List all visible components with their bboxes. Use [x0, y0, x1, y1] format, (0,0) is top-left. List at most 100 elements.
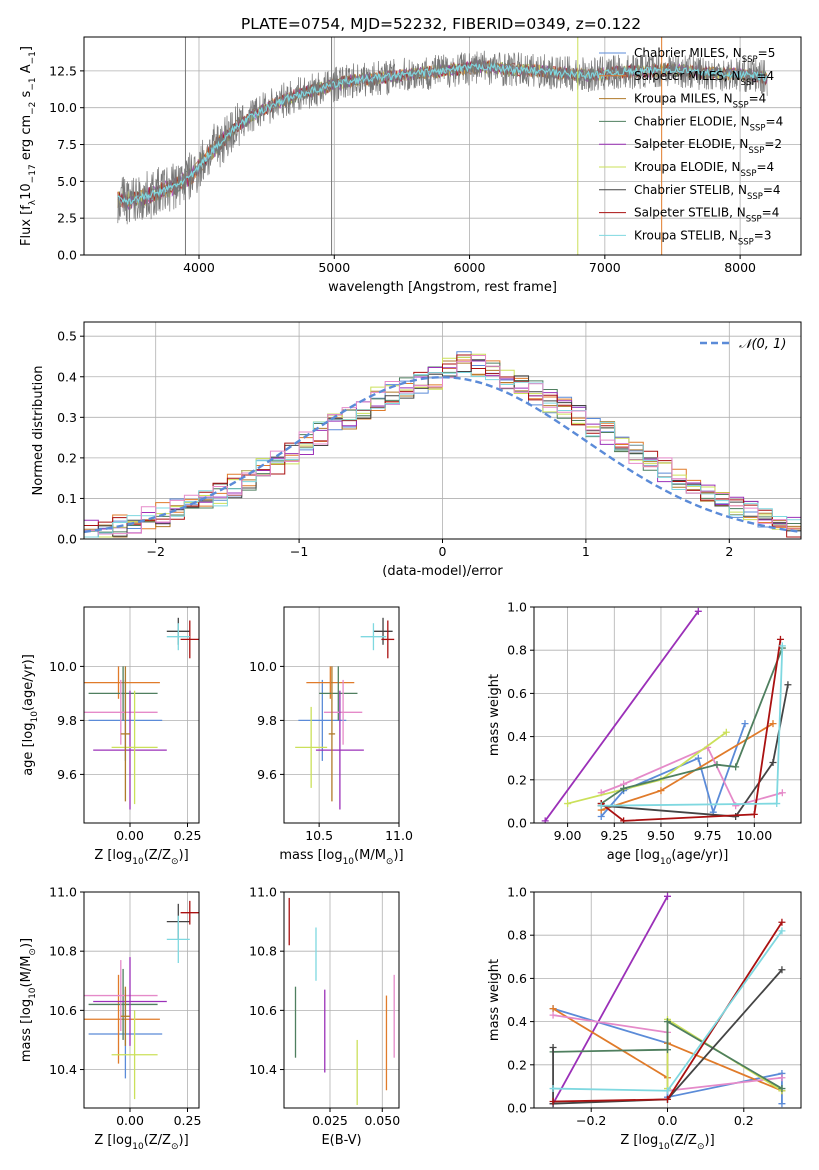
- spectrum-legend: Chabrier MILES, NSSP=5 Salpeter MILES, NS…: [599, 46, 783, 247]
- residual-panel-plot: [84, 351, 801, 539]
- x-tick-label: 0.25: [174, 828, 202, 843]
- y-tick-label: 10.8: [49, 944, 77, 959]
- series-marker: [778, 927, 786, 935]
- y-tick-label: 12.5: [49, 63, 77, 78]
- x-tick-label: 0.025: [312, 1113, 348, 1128]
- best-model-spectrum: [117, 62, 768, 206]
- legend-label: Kroupa MILES, NSSP=4: [634, 92, 766, 111]
- y-axis-label: age [log10(age/yr)]: [21, 654, 40, 776]
- series-marker: [769, 759, 777, 767]
- normal-curve: [84, 375, 801, 534]
- mass-vs-ebv-panel: 0.025 0.050 10.4 10.6 10.8 11.0 E(B-V): [249, 885, 400, 1149]
- y-tick-label: 10.6: [249, 1003, 277, 1018]
- y-tick-label: 5.0: [57, 174, 77, 189]
- x-tick-label: 2: [725, 544, 733, 559]
- series-line: [552, 969, 783, 1105]
- y-tick-label: 10.8: [249, 944, 277, 959]
- legend-label: Kroupa ELODIE, NSSP=4: [634, 160, 774, 179]
- series-marker: [778, 918, 786, 926]
- y-tick-label: 0.1: [57, 491, 77, 506]
- axes-frame: [83, 606, 200, 824]
- x-tick-label: 0.00: [116, 828, 144, 843]
- mass-vs-ebv-panel-plot: [288, 897, 395, 1106]
- series-marker: [778, 1085, 786, 1093]
- series-line: [600, 647, 784, 805]
- axes-frame: [83, 891, 200, 1109]
- weight-vs-z-panel-plot: [549, 892, 786, 1108]
- series-marker: [732, 813, 740, 821]
- series-marker: [657, 787, 665, 795]
- series-marker: [664, 1046, 671, 1054]
- x-tick-label: 9.75: [694, 828, 722, 843]
- y-tick-label: 0.8: [507, 643, 527, 658]
- series-marker: [549, 1005, 557, 1013]
- age-vs-z-panel: 0.00 0.25 9.6 9.8 10.0 Z [log10(Z/Z⊙)] age [lo…: [21, 606, 202, 867]
- series-marker: [541, 817, 549, 823]
- x-axis-label: Z [log10(Z/Z⊙)]: [94, 848, 188, 867]
- y-tick-label: 2.5: [57, 211, 77, 226]
- y-tick-label: 0.5: [57, 329, 77, 344]
- legend-label: Chabrier ELODIE, NSSP=4: [634, 114, 783, 133]
- x-tick-label: 1: [582, 544, 590, 559]
- series-marker: [778, 1100, 786, 1108]
- y-tick-label: 10.0: [49, 100, 77, 115]
- y-tick-label: 0.0: [57, 532, 77, 547]
- y-tick-label: 9.8: [57, 713, 77, 728]
- series-marker: [597, 802, 605, 810]
- legend-label: Salpeter ELODIE, NSSP=2: [634, 137, 782, 156]
- x-tick-label: 0.00: [116, 1113, 144, 1128]
- series-marker: [784, 681, 792, 689]
- x-axis-label: age [log10(age/yr)]: [607, 848, 729, 867]
- mass-vs-z-panel: 0.00 0.25 10.4 10.6 10.8 11.0 Z [log10(Z/Z⊙)] m…: [19, 885, 201, 1153]
- series-line: [600, 746, 783, 807]
- legend-label: Chabrier MILES, NSSP=5: [634, 46, 775, 65]
- series-marker: [776, 635, 784, 643]
- y-tick-label: 1.0: [507, 600, 527, 615]
- series-marker: [597, 813, 605, 821]
- y-tick-label: 7.5: [57, 137, 77, 152]
- x-tick-label: 0.0: [658, 1113, 678, 1128]
- series-line: [600, 639, 782, 822]
- y-tick-label: 0.4: [57, 369, 77, 384]
- residual-histogram: [84, 355, 801, 539]
- series-marker: [620, 817, 628, 823]
- x-tick-label: 6000: [454, 260, 486, 275]
- y-tick-label: 0.8: [507, 928, 527, 943]
- x-axis-label: Z [log10(Z/Z⊙)]: [94, 1133, 188, 1152]
- series-marker: [620, 784, 628, 792]
- y-tick-label: 10.0: [249, 659, 277, 674]
- y-tick-label: 0.2: [507, 772, 527, 787]
- x-tick-label: 0.25: [174, 1113, 202, 1128]
- series-marker: [694, 754, 702, 762]
- y-tick-label: 10.0: [49, 659, 77, 674]
- series-line: [544, 610, 700, 822]
- x-tick-label: 9.25: [600, 828, 628, 843]
- x-tick-label: −1: [290, 544, 308, 559]
- y-axis-label: Normed distribution: [31, 366, 46, 496]
- y-tick-label: 0.2: [507, 1057, 527, 1072]
- x-tick-label: 10.00: [736, 828, 772, 843]
- series-marker: [732, 763, 740, 771]
- x-tick-label: 11.0: [385, 828, 413, 843]
- weight-vs-age-panel-plot: [541, 607, 792, 823]
- x-axis-label: mass [log10(M/M⊙)]: [279, 848, 403, 867]
- x-tick-label: 9.50: [647, 828, 675, 843]
- weight-vs-age-panel: 9.00 9.25 9.50 9.75 10.00 0.0 0.2 0.4 0.6 0.8 1.0 a…: [487, 600, 802, 867]
- series-marker: [564, 800, 572, 808]
- y-tick-label: 0.3: [57, 410, 77, 425]
- spectrum-panel: 4000 5000 6000 7000 8000 0.0 2.5 5.0 7.5 10.0 12.5…: [19, 36, 802, 295]
- y-axis-label: mass weight: [487, 959, 502, 1041]
- axes-frame: [83, 36, 802, 256]
- series-marker: [694, 607, 702, 615]
- axes-frame: [283, 891, 400, 1109]
- series-marker: [549, 1098, 557, 1106]
- y-axis-label: Flux [fλ10−17 erg cm−2 s−1 A−1]: [19, 46, 38, 246]
- y-tick-label: 0.0: [57, 248, 77, 263]
- weight-vs-age-panel-grid: [534, 606, 801, 824]
- mass-vs-z-panel-plot: [84, 900, 199, 1100]
- x-tick-label: 0.050: [364, 1113, 400, 1128]
- series-marker: [778, 966, 786, 974]
- y-tick-label: 0.6: [507, 686, 527, 701]
- x-axis-label: (data-model)/error: [382, 564, 503, 579]
